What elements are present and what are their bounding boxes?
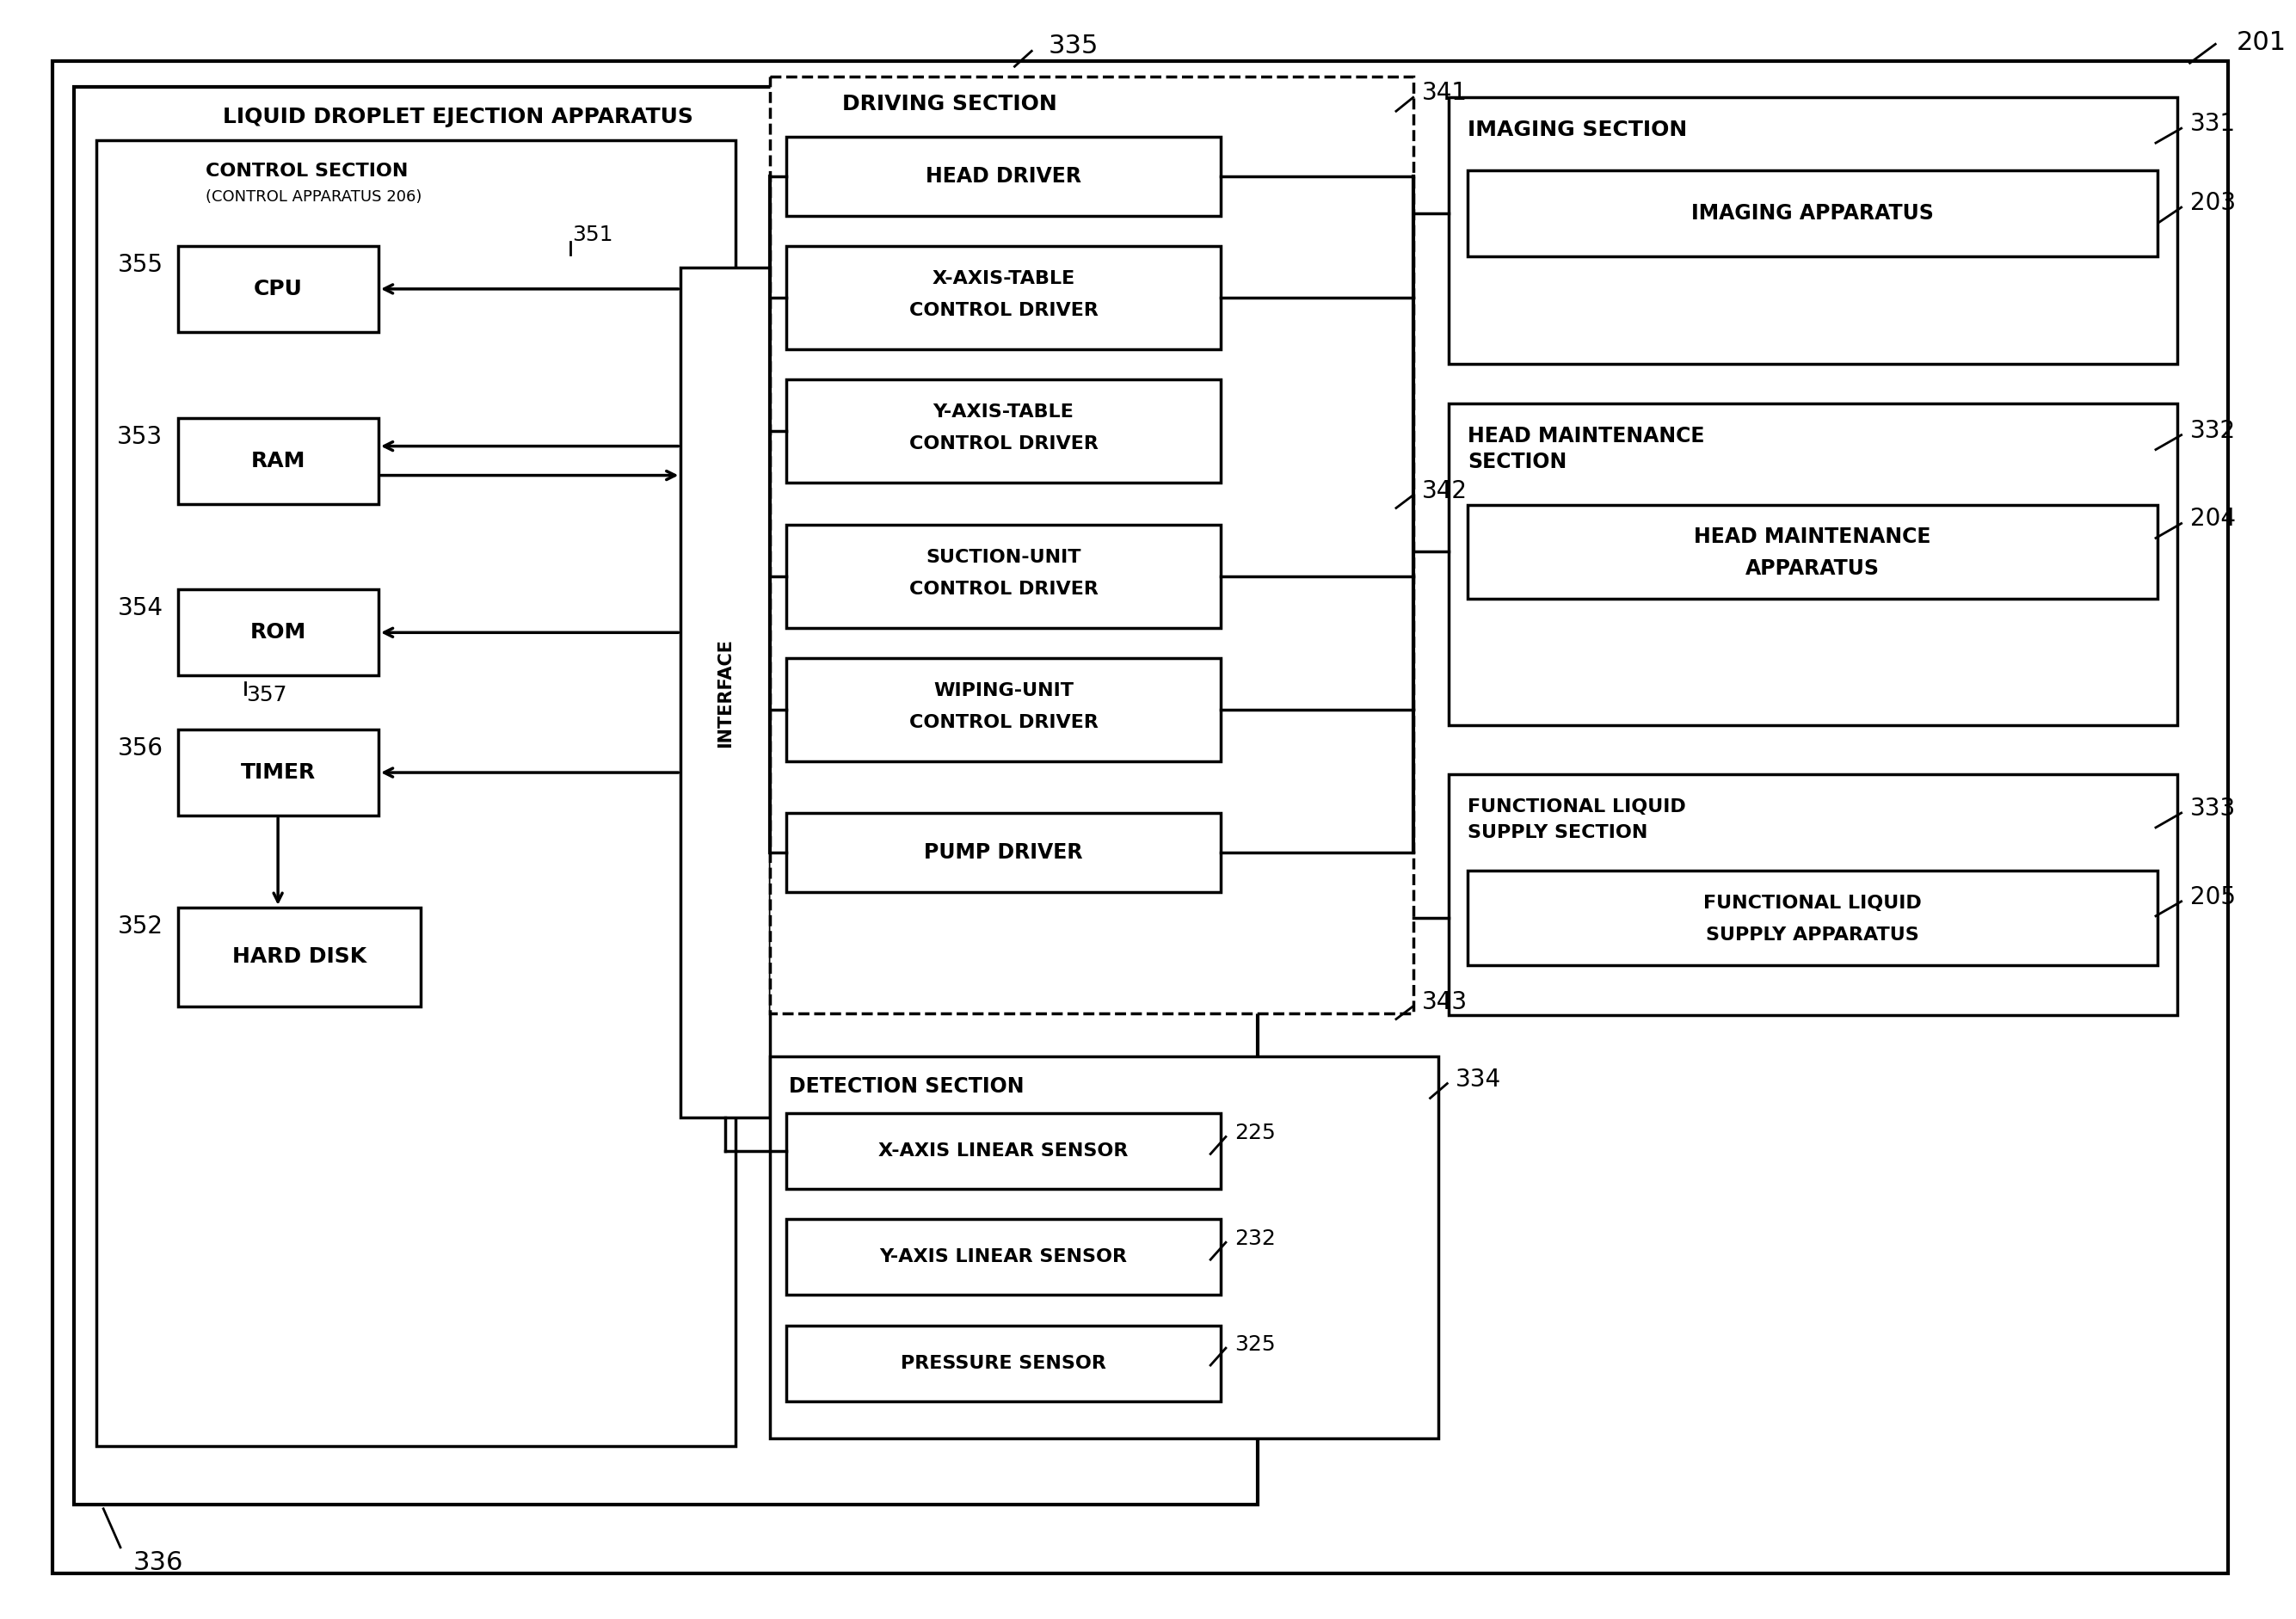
Text: Y-AXIS-TABLE: Y-AXIS-TABLE	[932, 403, 1075, 421]
Text: HARD DISK: HARD DISK	[232, 945, 367, 967]
Bar	[785, 813, 1221, 892]
Text: 331: 331	[2190, 112, 2236, 136]
Text: HEAD MAINTENANCE: HEAD MAINTENANCE	[1694, 526, 1931, 547]
Text: SUCTION-UNIT: SUCTION-UNIT	[925, 549, 1081, 567]
Text: 332: 332	[2190, 419, 2236, 442]
Text: RAM: RAM	[250, 450, 305, 471]
Text: IMAGING SECTION: IMAGING SECTION	[1467, 120, 1688, 141]
Text: 204: 204	[2190, 507, 2236, 531]
Text: 357: 357	[246, 685, 287, 706]
Text: ROM: ROM	[250, 622, 305, 643]
Bar	[1467, 871, 2158, 965]
Bar	[1467, 505, 2158, 599]
Text: (CONTROL APPARATUS 206): (CONTROL APPARATUS 206)	[207, 189, 422, 204]
Text: PRESSURE SENSOR: PRESSURE SENSOR	[900, 1355, 1107, 1373]
Text: 352: 352	[117, 915, 163, 939]
Text: WIPING-UNIT: WIPING-UNIT	[934, 682, 1075, 699]
Bar	[179, 418, 379, 504]
Bar	[785, 1326, 1221, 1402]
Text: 351: 351	[572, 225, 613, 244]
Text: FUNCTIONAL LIQUID: FUNCTIONAL LIQUID	[1467, 798, 1685, 816]
Bar	[785, 1114, 1221, 1190]
Bar	[1449, 97, 2177, 364]
Text: TIMER: TIMER	[241, 763, 315, 784]
Text: DETECTION SECTION: DETECTION SECTION	[790, 1075, 1024, 1096]
Text: SECTION: SECTION	[1467, 452, 1566, 471]
Bar	[785, 379, 1221, 482]
Bar	[1449, 403, 2177, 725]
Text: IMAGING APPARATUS: IMAGING APPARATUS	[1692, 202, 1933, 223]
Text: Y-AXIS LINEAR SENSOR: Y-AXIS LINEAR SENSOR	[879, 1248, 1127, 1266]
Text: 334: 334	[1456, 1067, 1502, 1091]
Text: 342: 342	[1421, 479, 1467, 504]
Bar	[96, 141, 735, 1446]
Text: 203: 203	[2190, 191, 2236, 215]
Text: CONTROL DRIVER: CONTROL DRIVER	[909, 581, 1097, 597]
Text: LIQUID DROPLET EJECTION APPARATUS: LIQUID DROPLET EJECTION APPARATUS	[223, 107, 693, 128]
Text: CONTROL SECTION: CONTROL SECTION	[207, 162, 409, 180]
Text: HEAD DRIVER: HEAD DRIVER	[925, 167, 1081, 186]
Text: DRIVING SECTION: DRIVING SECTION	[843, 94, 1058, 115]
Text: 325: 325	[1235, 1334, 1274, 1355]
Text: CONTROL DRIVER: CONTROL DRIVER	[909, 301, 1097, 319]
Text: 225: 225	[1235, 1124, 1274, 1143]
Text: CONTROL DRIVER: CONTROL DRIVER	[909, 436, 1097, 452]
Text: FUNCTIONAL LIQUID: FUNCTIONAL LIQUID	[1704, 895, 1922, 911]
Bar	[785, 659, 1221, 761]
Bar	[179, 589, 379, 675]
Text: 341: 341	[1421, 81, 1467, 105]
Text: 336: 336	[133, 1551, 184, 1575]
Text: PUMP DRIVER: PUMP DRIVER	[925, 842, 1084, 863]
Bar	[785, 138, 1221, 215]
Text: HEAD MAINTENANCE: HEAD MAINTENANCE	[1467, 426, 1704, 447]
Text: 201: 201	[2236, 31, 2287, 55]
Text: 205: 205	[2190, 886, 2236, 910]
Text: 333: 333	[2190, 797, 2236, 821]
Bar	[785, 1219, 1221, 1295]
Bar	[73, 87, 1258, 1504]
Text: 343: 343	[1421, 989, 1467, 1013]
Bar	[682, 267, 769, 1117]
Text: SUPPLY SECTION: SUPPLY SECTION	[1467, 824, 1649, 842]
Text: 335: 335	[1049, 34, 1100, 58]
Text: CPU: CPU	[253, 278, 303, 300]
Bar	[1449, 774, 2177, 1015]
Bar	[179, 730, 379, 816]
Text: 356: 356	[117, 737, 163, 761]
Bar	[179, 246, 379, 332]
Bar	[1467, 170, 2158, 256]
Text: X-AXIS LINEAR SENSOR: X-AXIS LINEAR SENSOR	[879, 1143, 1127, 1159]
Text: SUPPLY APPARATUS: SUPPLY APPARATUS	[1706, 926, 1919, 944]
Text: 355: 355	[117, 253, 163, 277]
Text: 353: 353	[117, 424, 163, 448]
Bar	[785, 525, 1221, 628]
Text: X-AXIS-TABLE: X-AXIS-TABLE	[932, 270, 1075, 287]
Text: INTERFACE: INTERFACE	[716, 638, 735, 748]
Text: CONTROL DRIVER: CONTROL DRIVER	[909, 714, 1097, 732]
Text: 354: 354	[117, 596, 163, 620]
Bar	[769, 76, 1412, 1013]
Bar	[179, 907, 420, 1005]
Bar	[769, 1056, 1440, 1438]
Text: 232: 232	[1235, 1229, 1277, 1250]
Bar	[785, 246, 1221, 350]
Text: APPARATUS: APPARATUS	[1745, 559, 1880, 580]
